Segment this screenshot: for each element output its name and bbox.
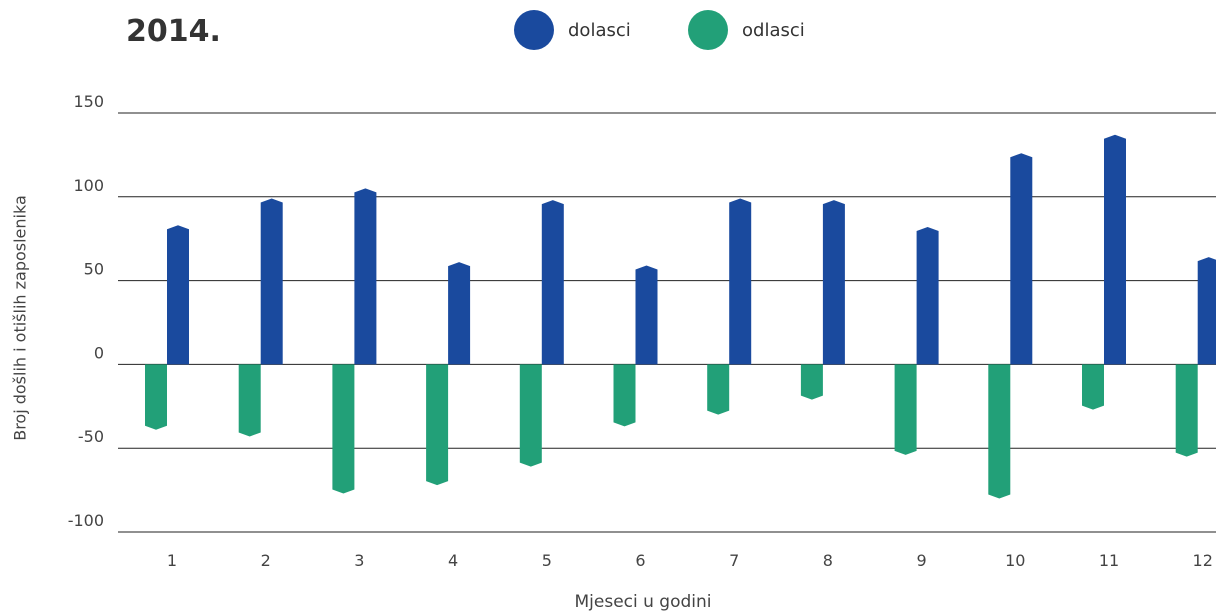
x-tick-label: 7 — [729, 551, 739, 570]
bar-odlasci-5 — [519, 364, 542, 467]
bar-odlasci-6 — [613, 364, 636, 427]
legend-swatch-dolasci — [514, 10, 554, 50]
y-tick-label: 0 — [94, 343, 104, 362]
bar-odlasci-4 — [426, 364, 449, 486]
legend-item-dolasci: dolasci — [514, 10, 631, 50]
y-tick-label: 50 — [84, 260, 104, 279]
x-tick-label: 2 — [261, 551, 271, 570]
legend-label-dolasci: dolasci — [568, 19, 631, 41]
x-tick-label: 9 — [917, 551, 927, 570]
x-tick-label: 3 — [354, 551, 364, 570]
bar-dolasci-10 — [1010, 153, 1033, 365]
x-tick-label: 5 — [542, 551, 552, 570]
bar-dolasci-11 — [1104, 134, 1126, 365]
bar-odlasci-11 — [1082, 364, 1104, 410]
y-tick-label: 150 — [73, 92, 104, 111]
x-tick-label: 8 — [823, 551, 833, 570]
bar-odlasci-9 — [894, 364, 917, 455]
x-tick-label: 6 — [635, 551, 645, 570]
x-tick-label: 1 — [167, 551, 177, 570]
bar-odlasci-3 — [332, 364, 355, 494]
bar-dolasci-4 — [448, 262, 471, 365]
x-tick-label: 12 — [1193, 551, 1213, 570]
bar-odlasci-1 — [145, 364, 167, 430]
bar-odlasci-12 — [1175, 364, 1198, 457]
bar-dolasci-5 — [541, 200, 564, 365]
chart-title: 2014. — [126, 14, 221, 49]
bar-odlasci-2 — [238, 364, 261, 437]
y-tick-labels: 150 100 50 0 -50 -100 — [68, 92, 104, 530]
x-tick-label: 4 — [448, 551, 458, 570]
y-tick-label: -50 — [78, 427, 104, 446]
legend-label-odlasci: odlasci — [742, 19, 805, 41]
bar-dolasci-2 — [260, 198, 283, 365]
x-tick-label: 10 — [1005, 551, 1025, 570]
bar-dolasci-12 — [1197, 257, 1216, 365]
y-axis-label-wrap: Broj došlih i otišlih zaposlenika — [0, 0, 40, 616]
legend-item-odlasci: odlasci — [688, 10, 805, 50]
bar-dolasci-1 — [167, 225, 189, 365]
y-axis-label: Broj došlih i otišlih zaposlenika — [10, 195, 30, 441]
bar-odlasci-8 — [800, 364, 823, 400]
bar-odlasci-7 — [707, 364, 730, 415]
legend-swatch-odlasci — [688, 10, 728, 50]
y-tick-label: -100 — [68, 511, 104, 530]
bar-dolasci-8 — [822, 200, 845, 365]
gridlines — [118, 112, 1216, 533]
x-tick-labels: 1 2 3 4 5 6 7 8 9 10 11 12 — [167, 551, 1213, 570]
bar-dolasci-6 — [635, 265, 658, 365]
y-tick-label: 100 — [73, 176, 104, 195]
bar-dolasci-7 — [729, 198, 752, 365]
x-tick-label: 11 — [1099, 551, 1119, 570]
bars — [145, 134, 1216, 499]
bar-dolasci-3 — [354, 188, 377, 365]
bar-dolasci-9 — [916, 226, 939, 365]
x-axis-label: Mjeseci u godini — [574, 592, 712, 612]
bar-odlasci-10 — [988, 364, 1011, 499]
